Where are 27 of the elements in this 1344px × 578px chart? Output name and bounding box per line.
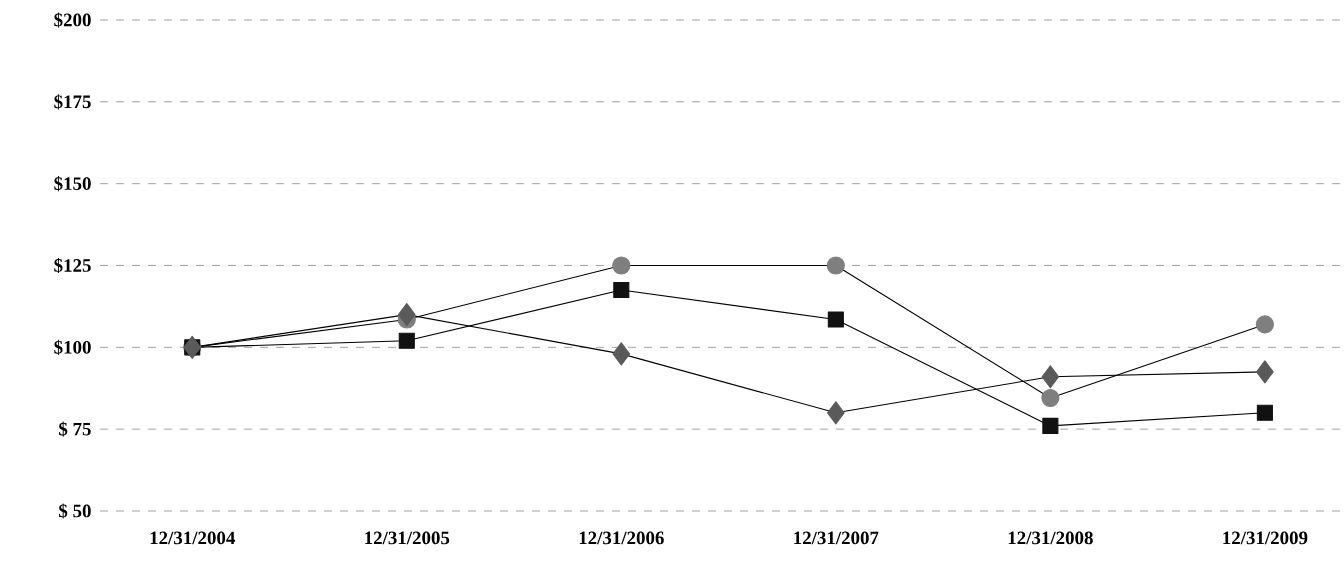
x-tick-label: 12/31/2009: [1223, 531, 1308, 545]
y-tick-label: $175: [54, 94, 91, 110]
point: [827, 311, 844, 328]
x-tick-label: 12/31/2004: [150, 531, 236, 545]
y-tick-label: $ 75: [59, 421, 91, 437]
x-tick-label: 12/31/2005: [365, 531, 450, 545]
point: [1041, 365, 1060, 389]
y-tick-label: $ 50: [59, 503, 91, 519]
point: [1256, 360, 1274, 384]
point: [1256, 404, 1273, 421]
point: [612, 256, 631, 275]
point: [826, 256, 845, 275]
y-tick-label: $125: [54, 257, 91, 274]
point: [612, 342, 631, 366]
point: [1041, 389, 1060, 408]
x-tick-label: 12/31/2007: [794, 531, 879, 545]
x-tick-label: 12/31/2008: [1008, 531, 1093, 545]
point: [613, 282, 630, 299]
point: [827, 401, 845, 425]
x-tick-label: 12/31/2006: [579, 531, 664, 545]
y-tick-label: $200: [54, 12, 91, 28]
y-tick-label: $100: [54, 339, 91, 355]
point: [1042, 417, 1059, 434]
y-tick-label: $150: [54, 176, 91, 192]
point: [398, 332, 415, 349]
point: [1255, 315, 1274, 334]
point: [397, 303, 416, 327]
